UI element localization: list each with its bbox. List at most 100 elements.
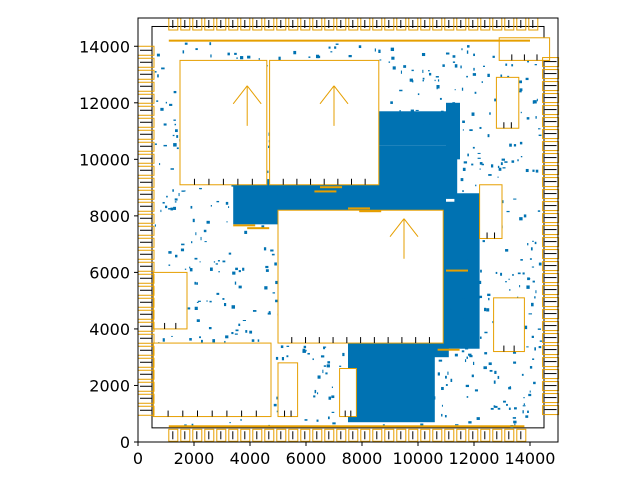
- io-pad: [542, 117, 560, 128]
- io-pad: [492, 428, 503, 442]
- cell-point: [362, 382, 366, 385]
- cell-point: [490, 164, 494, 168]
- cell-point: [433, 396, 436, 400]
- cell-point: [275, 280, 279, 285]
- cell-point: [400, 70, 402, 74]
- cell-point: [455, 290, 459, 293]
- y-tick-label: 4000: [89, 320, 130, 339]
- cell-point: [320, 355, 325, 358]
- io-pad: [542, 165, 560, 176]
- cell-point: [512, 273, 514, 276]
- cell-point: [454, 89, 456, 91]
- cell-point: [462, 190, 464, 192]
- cell-point: [445, 384, 448, 386]
- macro-block: [495, 76, 520, 129]
- cell-point: [518, 80, 523, 84]
- cell-point: [479, 162, 483, 165]
- cell-point: [400, 418, 403, 421]
- cell-point: [517, 272, 521, 275]
- cell-point: [537, 128, 541, 130]
- io-pad-strip: [168, 39, 531, 42]
- cell-point: [539, 340, 543, 342]
- cell-point: [531, 302, 534, 307]
- cell-point: [446, 183, 449, 187]
- cell-point: [398, 206, 401, 208]
- cell-point: [199, 336, 201, 339]
- cell-point: [247, 55, 251, 59]
- cell-point: [174, 198, 178, 201]
- cell-point: [396, 418, 400, 422]
- cell-point: [206, 300, 208, 302]
- cell-point: [462, 304, 466, 307]
- cell-point: [258, 57, 260, 61]
- cell-point: [468, 353, 472, 356]
- cell-point: [235, 267, 238, 271]
- cell-point: [482, 240, 485, 243]
- io-pad: [456, 428, 467, 442]
- cell-point: [435, 76, 439, 78]
- cell-point: [497, 407, 501, 410]
- io-pad: [542, 261, 560, 272]
- cell-point: [532, 169, 535, 172]
- cell-point: [328, 46, 331, 49]
- cell-point: [394, 345, 398, 349]
- cell-point: [426, 164, 429, 168]
- cell-point: [523, 403, 525, 405]
- cell-point: [445, 52, 450, 55]
- cell-point: [402, 207, 405, 210]
- cell-point: [411, 69, 414, 72]
- cell-point: [522, 272, 525, 275]
- cell-region: [395, 343, 449, 358]
- io-pad: [324, 428, 335, 442]
- io-pad: [542, 129, 560, 140]
- cell-point: [468, 333, 471, 337]
- cell-point: [330, 51, 333, 53]
- cell-point: [462, 120, 465, 124]
- io-pad: [542, 321, 560, 332]
- cell-point: [225, 201, 229, 205]
- cell-point: [490, 407, 494, 410]
- cell-point: [473, 67, 475, 71]
- macro-bar: [247, 227, 270, 230]
- cell-point: [331, 197, 333, 201]
- cell-point: [401, 187, 405, 190]
- cell-point: [312, 187, 316, 191]
- cell-point: [408, 382, 410, 386]
- io-pad: [216, 428, 227, 442]
- io-pad: [542, 93, 560, 104]
- cell-point: [508, 386, 512, 390]
- cell-point: [286, 355, 289, 358]
- cell-point: [529, 366, 533, 369]
- cell-point: [395, 141, 400, 145]
- cell-point: [482, 65, 485, 67]
- cell-point: [444, 279, 446, 282]
- io-pad: [542, 237, 560, 248]
- cell-point: [534, 347, 536, 351]
- cell-point: [313, 395, 316, 398]
- cell-point: [476, 417, 480, 420]
- io-pad: [542, 177, 560, 188]
- cell-point: [174, 201, 177, 203]
- cell-point: [380, 347, 384, 350]
- cell-point: [156, 53, 160, 57]
- flyline: [389, 218, 405, 238]
- cell-point: [441, 177, 444, 181]
- cell-point: [495, 271, 498, 274]
- cell-point: [426, 143, 429, 145]
- cell-point: [385, 141, 388, 144]
- cell-point: [449, 189, 453, 193]
- cell-point: [399, 89, 403, 92]
- cell-point: [532, 358, 535, 360]
- cell-point: [173, 90, 177, 94]
- io-pad: [542, 393, 560, 404]
- cell-point: [280, 345, 284, 349]
- cell-point: [394, 179, 397, 183]
- cell-point: [513, 144, 517, 147]
- io-pad: [360, 428, 371, 442]
- cell-point: [439, 97, 442, 100]
- cell-point: [494, 370, 497, 374]
- cell-point: [505, 249, 509, 252]
- cell-point: [326, 188, 329, 192]
- cell-point: [447, 109, 449, 113]
- cell-point: [443, 148, 445, 151]
